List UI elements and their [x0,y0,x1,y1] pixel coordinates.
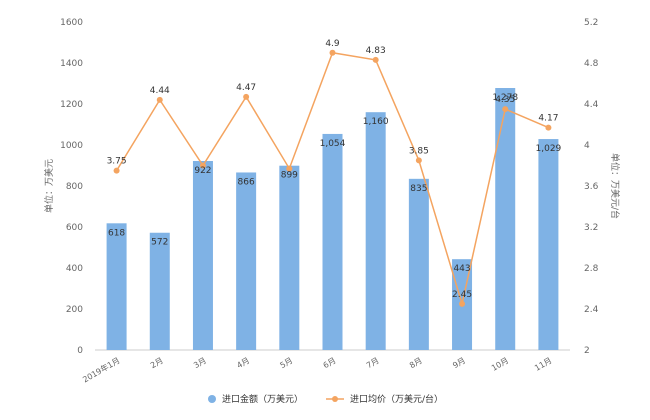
y-left-tick-label: 400 [66,264,83,274]
line-point [545,124,552,131]
x-tick-label: 5月 [278,356,294,370]
legend: 进口金额（万美元） 进口均价（万美元/台） [208,393,443,405]
line-value-label: 4.47 [236,83,256,93]
line-point [502,106,509,113]
bar-value-label: 443 [453,264,470,274]
bar-value-label: 572 [151,238,168,248]
line-value-label: 3.75 [107,157,127,167]
line-value-label: 3.85 [409,146,429,156]
bar-value-label: 866 [238,177,255,187]
y-left-tick-label: 0 [77,346,83,356]
x-tick-label: 7月 [365,356,381,370]
bar [149,232,170,350]
bar-value-label: 1,029 [536,144,562,154]
bar [106,223,127,350]
y-right-tick-label: 3.2 [584,223,598,233]
bar-value-label: 899 [281,171,298,181]
y-right-tick-label: 2.8 [584,264,599,274]
x-tick-label: 6月 [322,356,338,370]
line-point [286,165,293,172]
y-right-tick-label: 4 [584,141,590,151]
y-left-tick-label: 800 [66,182,83,192]
bar [236,172,257,350]
y-right-axis-title: 单位：万美元/台 [609,153,621,219]
line-point [199,162,206,169]
bar [279,165,300,350]
y-right-tick-label: 5.2 [584,18,598,28]
y-right-tick-label: 4.4 [584,100,599,110]
bar [538,139,559,350]
bar [408,178,429,350]
bar-value-label: 1,160 [363,117,389,127]
x-tick-label: 2019年1月 [81,355,122,384]
y-left-tick-label: 600 [66,223,83,233]
y-right-tick-label: 2 [584,346,590,356]
y-left-axis-title: 单位：万美元 [43,159,55,213]
line-value-label: 4.9 [325,39,340,49]
bar [322,133,343,350]
x-tick-label: 9月 [451,356,467,370]
bar-value-label: 922 [194,166,211,176]
line-point [415,157,422,164]
bar-value-label: 1,054 [320,139,346,149]
line-value-label: 2.45 [452,290,472,300]
x-tick-label: 11月 [533,356,553,373]
y-left-tick-label: 1400 [60,59,83,69]
bar-value-label: 1,278 [492,93,518,103]
line-value-label: 4.44 [150,86,170,96]
line-point [113,167,120,174]
x-tick-label: 10月 [490,356,510,373]
x-tick-label: 2月 [149,356,165,370]
bar [192,160,213,350]
bar [365,112,386,350]
line-layer [113,49,552,307]
bar-value-label: 835 [410,184,427,194]
line-point [329,49,336,56]
y-right-tick-label: 4.8 [584,59,599,69]
bars-layer [106,88,559,350]
line-point [243,93,250,100]
bar-value-label: 618 [108,228,125,238]
line-point [372,56,379,63]
legend-bar-swatch [208,395,216,403]
y-right-tick-label: 2.4 [584,305,599,315]
y-left-tick-label: 1600 [60,18,83,28]
labels-layer: 618 572 922 866 899 1,054 1,160 835 443 1,278 1,02… [107,39,562,300]
line-point [459,300,466,307]
y-left-tick-label: 200 [66,305,83,315]
legend-line-label: 进口均价（万美元/台） [350,393,443,405]
bar [495,88,516,350]
legend-line-marker [332,396,338,402]
line-point [156,96,163,103]
line-value-label: 4.83 [366,46,386,56]
line-value-label: 4.35 [495,95,515,105]
x-tick-label: 4月 [235,356,251,370]
x-tick-label: 8月 [408,356,424,370]
legend-bar-label: 进口金额（万美元） [222,393,303,405]
line-value-label: 4.17 [538,114,558,124]
y-right-tick-label: 3.6 [584,182,599,192]
y-left-tick-label: 1200 [60,100,83,110]
x-tick-label: 3月 [192,356,208,370]
y-left-tick-label: 1000 [60,141,83,151]
